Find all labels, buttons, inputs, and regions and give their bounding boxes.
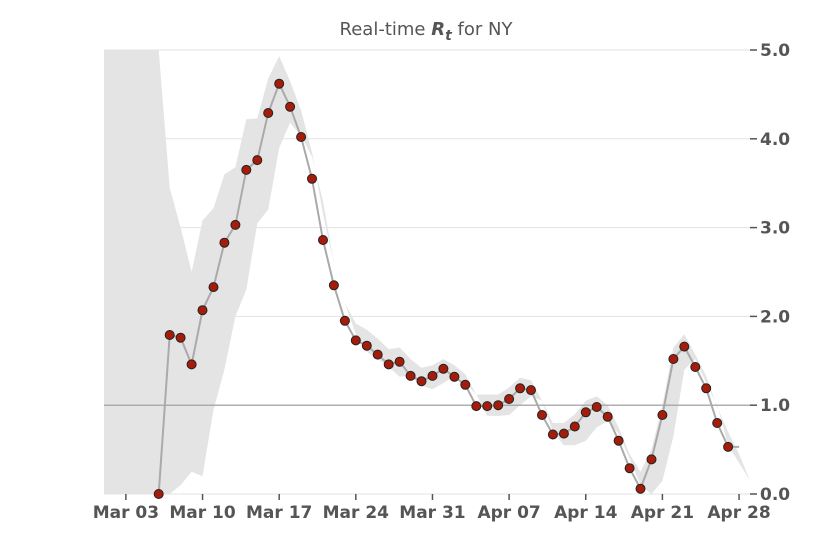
data-point	[285, 101, 296, 112]
data-point	[657, 410, 668, 420]
data-point	[537, 410, 547, 420]
data-point	[296, 132, 307, 142]
data-point	[493, 400, 504, 411]
title-prefix: Real-time	[340, 19, 432, 40]
data-point	[668, 354, 679, 364]
y-tick-label: 2.0	[760, 307, 790, 327]
title-suffix: for NY	[452, 19, 514, 40]
x-axis-ticks: Mar 03 Mar 10 Mar 17 Mar 24 Mar 31 Apr 07 Apr …	[93, 494, 771, 523]
y-tick-label: 0.0	[760, 485, 790, 505]
data-point	[547, 429, 558, 440]
data-point	[263, 108, 274, 118]
x-tick-label: Mar 31	[399, 503, 465, 523]
data-point	[591, 402, 602, 412]
data-point	[208, 282, 219, 293]
data-point	[646, 454, 657, 465]
x-tick-label: Mar 03	[93, 503, 159, 523]
confidence-band	[104, 50, 750, 494]
data-point	[372, 349, 383, 360]
data-point	[361, 340, 372, 351]
title-symbol: R	[431, 19, 445, 40]
data-point	[186, 359, 197, 370]
chart-title: Real-time Rt for NY	[340, 19, 514, 44]
data-point	[712, 418, 723, 428]
data-point	[274, 78, 285, 89]
data-point	[460, 379, 471, 390]
data-point	[350, 335, 361, 346]
data-point	[416, 376, 427, 387]
data-point	[307, 173, 317, 184]
data-point	[318, 235, 328, 245]
data-point	[701, 383, 712, 394]
data-point	[558, 428, 569, 439]
data-point	[602, 411, 613, 422]
data-point	[197, 305, 208, 316]
data-point	[723, 441, 734, 452]
data-point	[153, 489, 164, 499]
y-tick-label: 3.0	[760, 219, 790, 239]
data-point	[504, 394, 515, 404]
confidence-band-area	[104, 50, 750, 494]
data-point	[471, 401, 482, 412]
data-point	[241, 164, 252, 175]
x-tick-label: Apr 28	[707, 503, 770, 523]
data-point	[230, 219, 241, 230]
data-point	[164, 330, 175, 340]
data-point	[438, 363, 449, 374]
x-tick-label: Apr 14	[554, 503, 617, 523]
x-tick-label: Mar 10	[169, 503, 236, 523]
data-point	[526, 385, 536, 396]
title-subscript: t	[445, 28, 453, 44]
data-point	[635, 483, 646, 494]
rt-points	[153, 78, 734, 499]
y-tick-label: 5.0	[760, 41, 790, 61]
y-tick-label: 1.0	[760, 396, 790, 416]
x-tick-label: Apr 07	[477, 503, 540, 523]
data-point	[679, 341, 690, 352]
data-point	[394, 356, 405, 367]
data-point	[219, 237, 230, 248]
data-point	[339, 315, 350, 326]
x-tick-label: Mar 24	[323, 503, 390, 523]
data-point	[427, 370, 438, 381]
data-point	[175, 332, 186, 343]
data-point	[328, 280, 339, 291]
data-point	[690, 362, 701, 372]
data-point	[449, 371, 460, 382]
data-point	[515, 383, 526, 394]
data-point	[482, 401, 493, 412]
data-point	[580, 407, 591, 418]
y-axis-ticks: 0.0 1.0 2.0 3.0 4.0 5.0	[750, 41, 790, 505]
data-point	[613, 435, 624, 446]
data-point	[624, 463, 635, 474]
data-point	[383, 359, 394, 370]
x-tick-label: Mar 17	[246, 503, 312, 523]
x-tick-label: Apr 21	[631, 503, 694, 523]
data-point	[569, 421, 580, 432]
data-point	[252, 155, 263, 166]
data-point	[405, 370, 416, 381]
y-tick-label: 4.0	[760, 130, 790, 150]
